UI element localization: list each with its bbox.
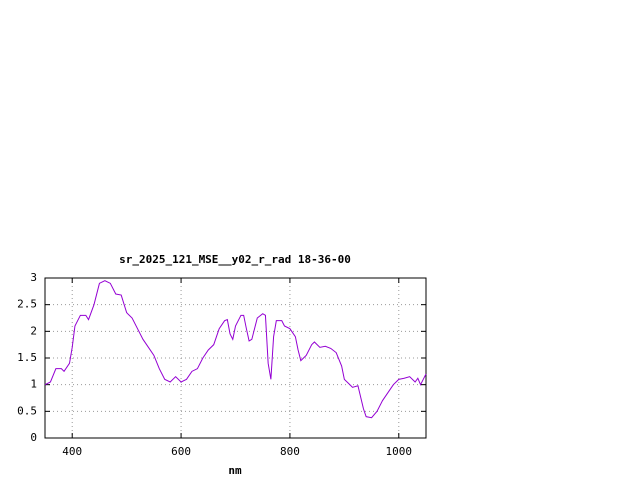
data-line	[44, 280, 427, 419]
x-tick-label: 800	[280, 445, 300, 458]
y-tick-label: 2.5	[17, 298, 37, 311]
chart-title: sr_2025_121_MSE__y02_r_rad 18-36-00	[119, 253, 351, 266]
plot-frame	[44, 277, 427, 439]
x-tick-label: 400	[62, 445, 82, 458]
x-axis-label: nm	[228, 464, 242, 477]
y-tick-label: 0.5	[17, 404, 37, 417]
y-tick-label: 2	[30, 324, 37, 337]
y-tick-label: 1	[30, 378, 37, 391]
y-tick-label: 3	[30, 271, 37, 284]
y-tick-label: 0	[30, 431, 37, 444]
y-tick-label: 1.5	[17, 351, 37, 364]
x-tick-label: 600	[171, 445, 191, 458]
x-tick-label: 1000	[386, 445, 413, 458]
